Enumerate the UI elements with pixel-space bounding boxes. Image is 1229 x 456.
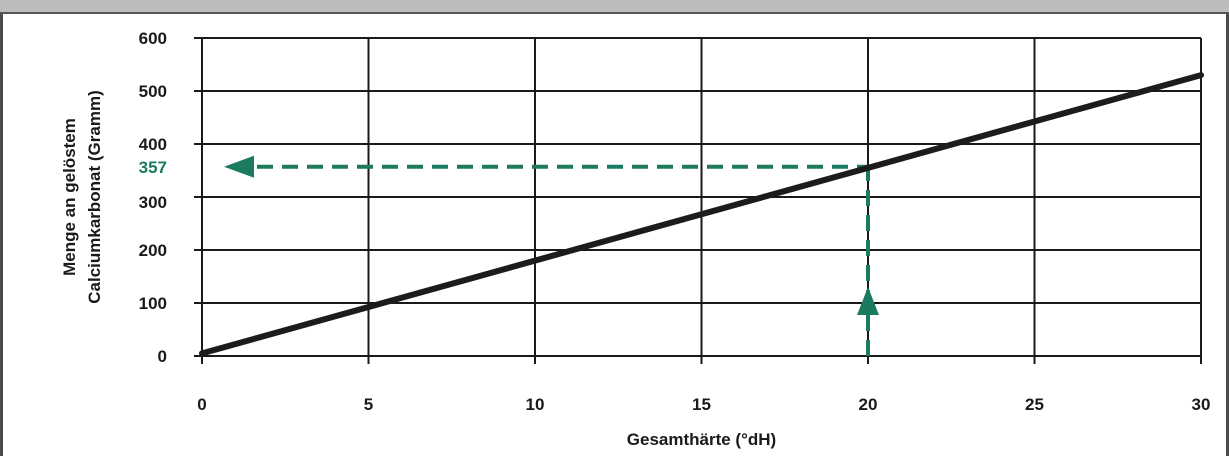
y-axis-title: Menge an gelöstem Calciumkarbonat (Gramm… [60,90,104,304]
x-tick-labels: 0 5 10 15 20 25 30 [197,395,1210,414]
x-tick-label-20: 20 [859,395,878,414]
y-tick-label-500: 500 [139,82,167,101]
y-tick-label-600: 600 [139,29,167,48]
y-axis-title-line-2: Calciumkarbonat (Gramm) [85,90,104,304]
annotation-value-label: 357 [139,158,167,177]
x-tick-label-5: 5 [364,395,373,414]
y-tick-label-100: 100 [139,294,167,313]
y-tick-label-300: 300 [139,193,167,212]
grid [194,37,1202,364]
annotation-arrows [224,155,879,315]
x-tick-label-30: 30 [1192,395,1211,414]
x-axis-title: Gesamthärte (°dH) [627,430,776,449]
x-tick-label-25: 25 [1025,395,1044,414]
y-tick-label-0: 0 [158,347,167,366]
annotation-guides [232,164,870,356]
series-layer [199,72,1204,357]
series-line-0 [199,72,1204,357]
x-tick-label-15: 15 [692,395,711,414]
left-arrow-icon [224,155,254,178]
top-bar [0,0,1229,14]
x-tick-label-10: 10 [526,395,545,414]
y-tick-label-400: 400 [139,135,167,154]
up-arrow-icon [857,287,879,315]
y-tick-label-200: 200 [139,241,167,260]
y-tick-labels: 0 100 200 300 400 500 600 [139,29,167,366]
x-tick-label-0: 0 [197,395,206,414]
y-axis-title-line-1: Menge an gelöstem [60,118,79,276]
